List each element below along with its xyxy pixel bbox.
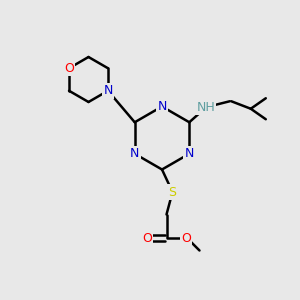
Text: O: O [64,62,74,75]
Text: O: O [142,232,152,245]
Text: N: N [130,147,140,160]
Text: N: N [184,147,194,160]
Text: NH: NH [196,101,215,114]
Text: S: S [169,185,176,199]
Text: N: N [157,100,167,113]
Text: O: O [181,232,191,245]
Text: N: N [103,84,113,97]
